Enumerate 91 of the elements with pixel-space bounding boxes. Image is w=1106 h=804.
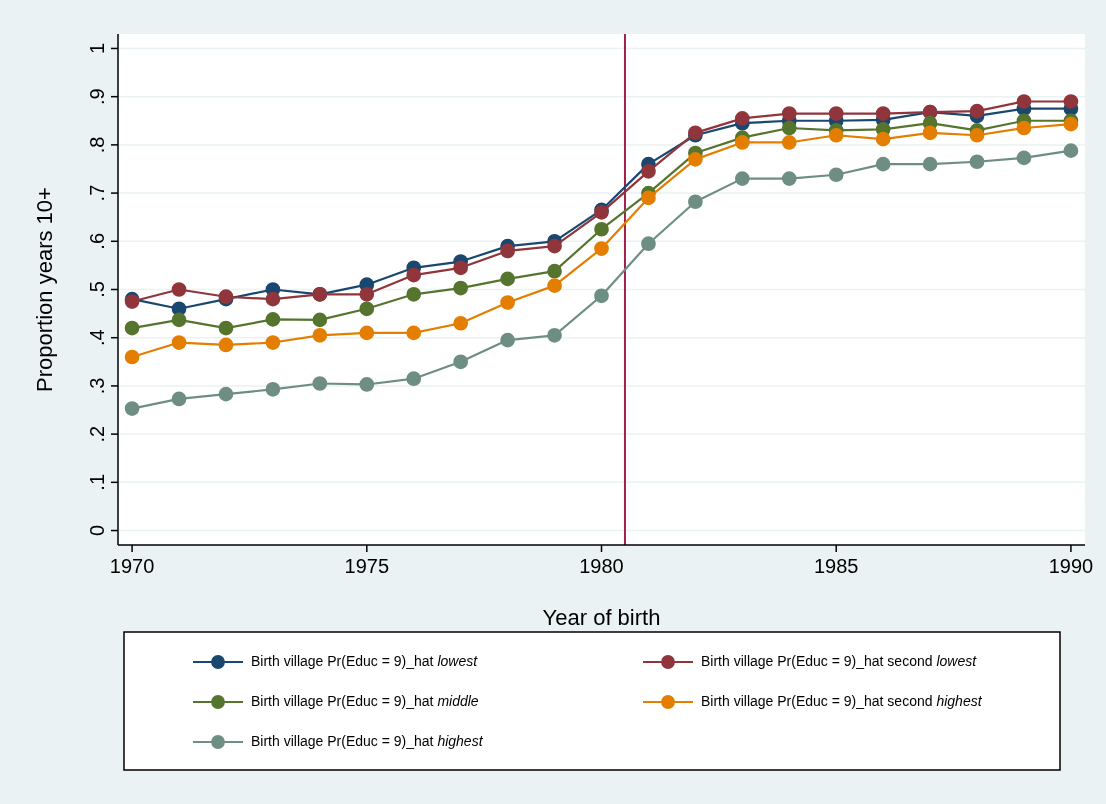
point <box>218 386 234 402</box>
legend-label: Birth village Pr(Educ = 9)_hat second highest <box>701 692 983 709</box>
point <box>781 106 797 121</box>
point <box>406 286 422 302</box>
y-tick-label: .2 <box>86 425 108 443</box>
legend-label: Birth village Pr(Educ = 9)_hat lowest <box>251 652 479 669</box>
point <box>828 167 844 183</box>
y-tick-label: 0 <box>86 524 108 537</box>
point <box>359 325 375 341</box>
y-tick-label: .3 <box>86 377 108 395</box>
point <box>171 312 187 328</box>
point <box>828 127 844 143</box>
point <box>875 106 891 121</box>
point <box>641 164 656 179</box>
point <box>500 271 515 287</box>
point <box>1016 150 1032 166</box>
x-tick-label: 1970 <box>109 555 155 577</box>
y-tick-label: 1 <box>86 42 108 55</box>
point <box>359 377 375 392</box>
point <box>453 315 469 331</box>
point <box>265 291 281 307</box>
point <box>312 327 328 343</box>
point <box>124 320 140 336</box>
point <box>1063 143 1079 158</box>
point <box>500 332 515 348</box>
point <box>594 221 609 237</box>
point <box>594 241 609 256</box>
point <box>641 190 656 206</box>
point <box>547 327 562 343</box>
point <box>453 280 469 296</box>
point <box>734 171 750 186</box>
point <box>171 282 187 297</box>
point <box>969 154 985 170</box>
point <box>547 263 562 279</box>
point <box>547 278 562 293</box>
y-tick-label: .1 <box>86 473 108 491</box>
point <box>406 267 422 283</box>
point <box>171 335 187 350</box>
point <box>875 156 891 172</box>
y-tick-label: .5 <box>86 281 108 298</box>
point <box>453 354 469 370</box>
point <box>641 236 656 252</box>
y-tick-label: .4 <box>86 329 108 347</box>
point <box>124 349 140 365</box>
legend-label: Birth village Pr(Educ = 9)_hat second lowest <box>701 652 978 669</box>
y-tick-label: .9 <box>86 88 108 106</box>
legend-label: Birth village Pr(Educ = 9)_hat middle <box>251 692 479 709</box>
point <box>218 320 234 336</box>
x-tick-label: 1985 <box>813 555 859 577</box>
point <box>265 335 281 350</box>
legend-label: Birth village Pr(Educ = 9)_hat highest <box>251 732 484 749</box>
y-tick-label: .7 <box>86 184 108 202</box>
point <box>1016 94 1032 109</box>
point <box>406 371 422 387</box>
point <box>734 111 750 126</box>
point <box>688 152 703 167</box>
point <box>453 260 469 276</box>
point <box>1063 94 1079 109</box>
point <box>218 337 234 353</box>
point <box>547 238 562 254</box>
x-tick-label: 1975 <box>344 555 390 577</box>
x-axis-title: Year of birth <box>542 605 661 630</box>
point <box>1016 120 1032 136</box>
point <box>359 301 375 317</box>
point <box>406 325 422 341</box>
point <box>265 381 281 397</box>
y-tick-label: .8 <box>86 136 108 154</box>
point <box>875 131 891 147</box>
point <box>124 401 140 416</box>
point <box>828 106 844 121</box>
point <box>312 312 328 328</box>
point <box>265 312 281 327</box>
point <box>500 295 515 310</box>
y-axis-title: Proportion years 10+ <box>32 187 57 392</box>
point <box>359 286 375 302</box>
point <box>312 376 328 391</box>
x-tick-label: 1980 <box>579 555 624 577</box>
point <box>922 156 938 172</box>
x-tick-label: 1990 <box>1048 555 1094 577</box>
point <box>171 391 187 407</box>
point <box>969 127 985 143</box>
point <box>688 194 703 210</box>
point <box>781 171 797 186</box>
y-tick-label: .6 <box>86 232 108 250</box>
point <box>922 125 938 141</box>
point <box>734 135 750 150</box>
point <box>781 135 797 150</box>
point <box>969 103 985 119</box>
point <box>500 243 515 259</box>
point <box>594 288 609 304</box>
point <box>781 120 797 136</box>
